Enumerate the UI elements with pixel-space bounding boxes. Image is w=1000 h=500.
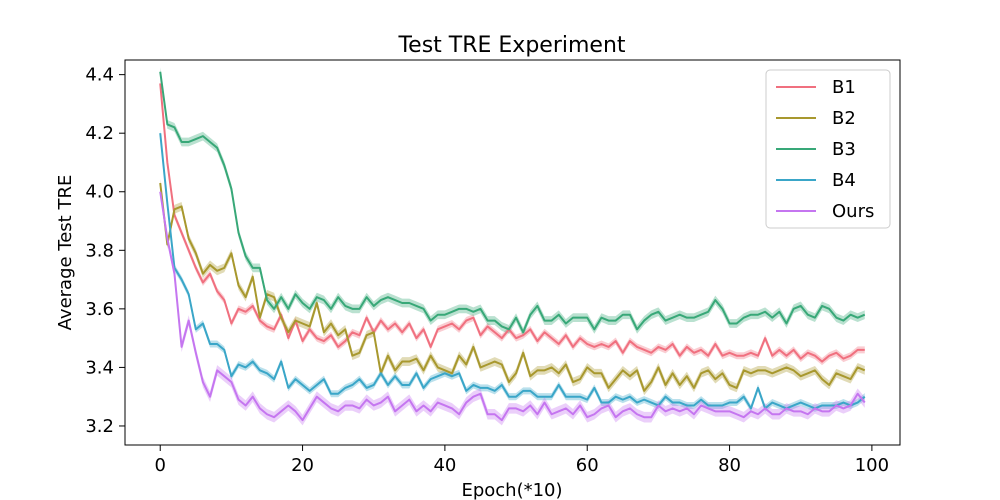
legend: B1 B2 B3 B4 Ours <box>765 69 891 229</box>
y-tick-label: 4.2 <box>85 123 114 144</box>
y-tick-label: 3.8 <box>85 240 114 261</box>
x-tick-label: 60 <box>576 455 599 476</box>
y-tick-label: 4.4 <box>85 65 114 86</box>
x-tick-label: 100 <box>855 455 889 476</box>
legend-label-b2: B2 <box>832 108 856 129</box>
chart-title: Test TRE Experiment <box>397 33 625 58</box>
legend-label-ours: Ours <box>832 201 874 222</box>
confidence-bands <box>160 67 865 426</box>
x-tick-label: 20 <box>291 455 314 476</box>
legend-box <box>765 69 891 229</box>
line-b3 <box>159 71 866 334</box>
x-tick-label: 0 <box>155 455 166 476</box>
x-tick-label: 80 <box>718 455 741 476</box>
y-tick-label: 3.2 <box>85 416 114 437</box>
line-b1 <box>159 83 865 363</box>
y-axis: 3.2 3.4 3.6 3.8 4.0 4.2 4.4 <box>85 65 125 437</box>
series-lines <box>159 71 866 422</box>
line-b2 <box>159 182 866 392</box>
y-axis-title: Average Test TRE <box>55 175 76 331</box>
plot-frame <box>124 59 901 446</box>
y-tick-label: 3.6 <box>85 299 114 320</box>
band-b3 <box>160 67 865 337</box>
band-b2 <box>160 178 865 396</box>
x-tick-label: 40 <box>433 455 456 476</box>
x-axis: 0 20 40 60 80 100 <box>155 445 889 476</box>
y-tick-label: 4.0 <box>85 182 114 203</box>
legend-label-b3: B3 <box>832 139 856 160</box>
line-ours <box>159 191 866 422</box>
legend-label-b4: B4 <box>832 170 856 191</box>
legend-label-b1: B1 <box>832 77 856 98</box>
line-b4 <box>159 133 866 410</box>
y-tick-label: 3.4 <box>85 357 114 378</box>
x-axis-title: Epoch(*10) <box>461 480 562 500</box>
